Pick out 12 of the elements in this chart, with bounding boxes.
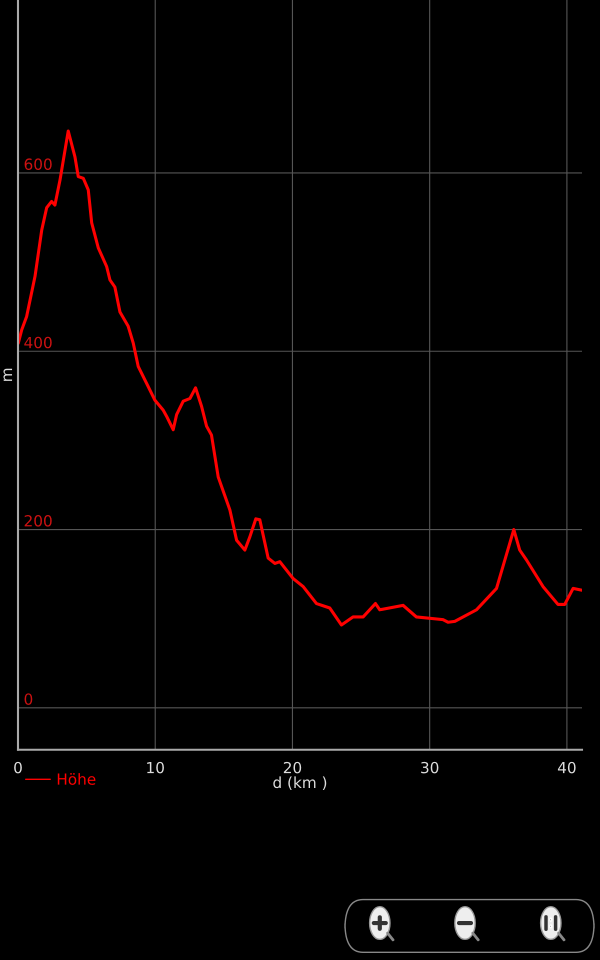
y-tick-label: 600 xyxy=(24,158,52,170)
x-axis-title: d (km ) xyxy=(273,776,326,790)
x-tick-label: 0 xyxy=(14,762,22,774)
y-tick-label: 0 xyxy=(24,693,32,705)
x-tick-label: 30 xyxy=(421,762,438,774)
y-tick-label: 200 xyxy=(24,515,52,527)
x-tick-label: 40 xyxy=(558,762,576,774)
x-tick-label: 10 xyxy=(147,762,164,774)
x-tick-label: 20 xyxy=(284,762,302,774)
legend-label: Höhe xyxy=(58,773,96,785)
y-tick-label: 400 xyxy=(24,336,52,348)
y-axis-title: m xyxy=(3,368,12,381)
